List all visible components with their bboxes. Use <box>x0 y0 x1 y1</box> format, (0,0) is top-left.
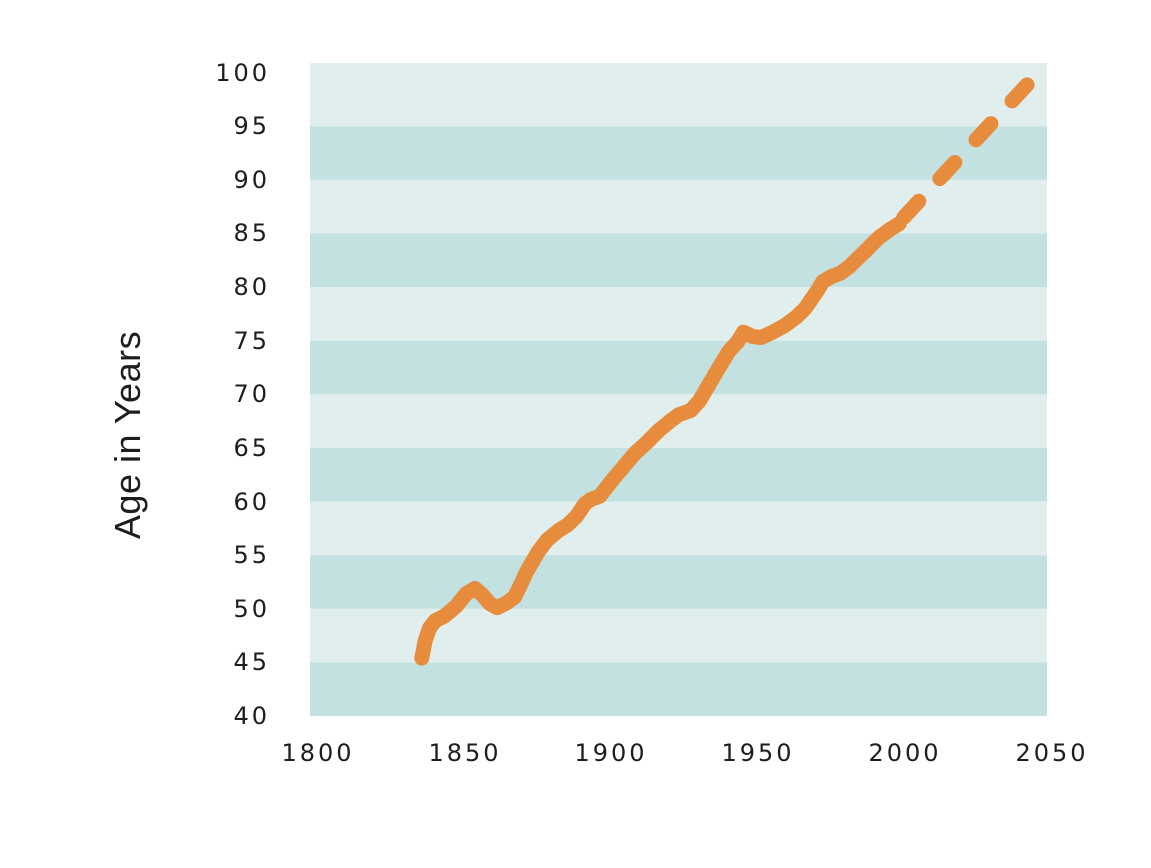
y-tick-label: 45 <box>233 648 270 676</box>
grid-band <box>310 126 1047 180</box>
grid-band <box>310 340 1047 395</box>
grid-band <box>310 662 1047 716</box>
y-tick-label: 40 <box>233 702 270 730</box>
y-tick-label: 95 <box>233 112 270 140</box>
y-tick-label: 50 <box>233 595 270 623</box>
x-tick-label: 1900 <box>574 739 648 767</box>
y-tick-label: 60 <box>233 488 270 516</box>
y-tick-label: 75 <box>233 327 270 355</box>
y-tick-label: 55 <box>233 541 270 569</box>
y-tick-label: 70 <box>233 380 270 408</box>
x-tick-label: 2000 <box>868 739 942 767</box>
x-tick-label: 1850 <box>428 739 502 767</box>
y-tick-label: 85 <box>233 219 270 247</box>
y-tick-label: 65 <box>233 434 270 462</box>
x-tick-label: 2050 <box>1015 739 1089 767</box>
grid-band <box>310 501 1047 556</box>
plot-area <box>310 55 1055 716</box>
grid-band <box>310 447 1047 502</box>
life-expectancy-line-dashed <box>896 55 1055 225</box>
x-tick-label: 1950 <box>721 739 795 767</box>
grid-band <box>310 287 1047 341</box>
y-tick-label: 90 <box>233 166 270 194</box>
x-tick-label: 1800 <box>281 739 355 767</box>
grid-band <box>310 179 1047 234</box>
y-tick-label: 80 <box>233 273 270 301</box>
life-expectancy-line-solid <box>414 216 907 666</box>
y-tick-label: 100 <box>215 59 270 87</box>
grid-band <box>310 555 1047 609</box>
grid-band <box>310 63 1047 127</box>
grid-band <box>310 233 1047 288</box>
